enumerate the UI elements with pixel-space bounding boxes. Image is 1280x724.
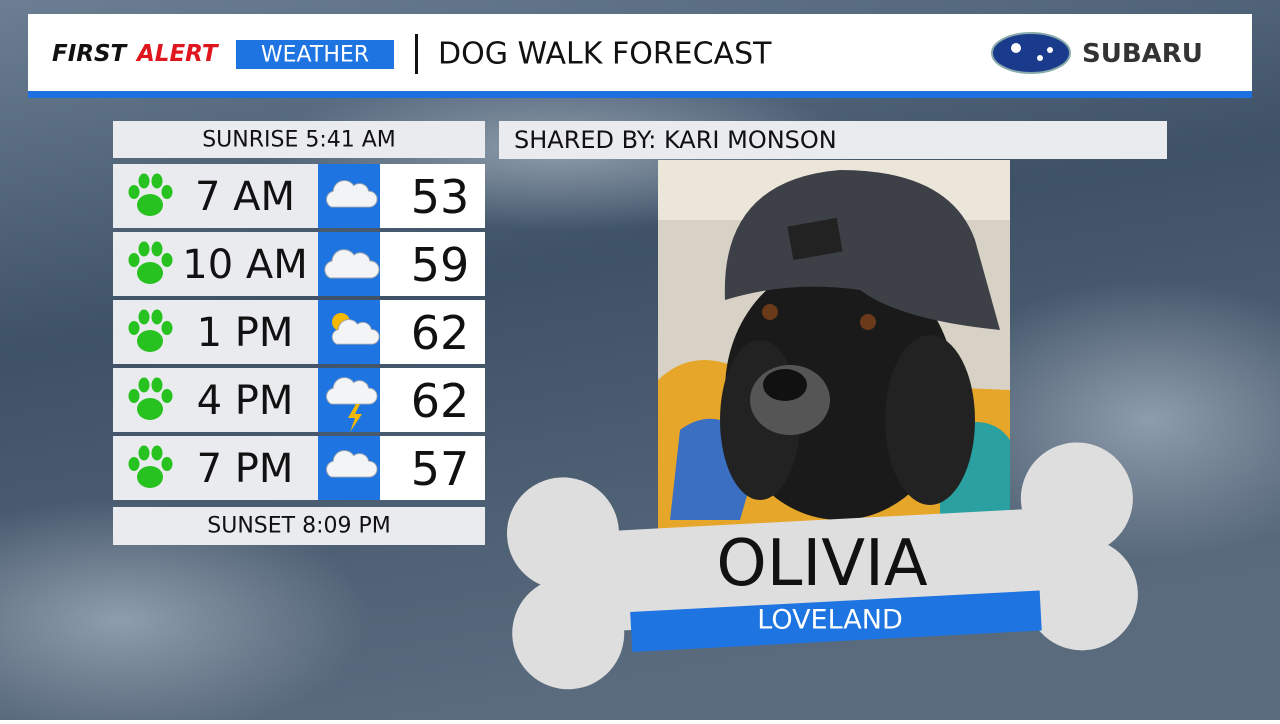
shared-by-bar	[499, 121, 1167, 159]
sponsor-logo-star	[1011, 43, 1021, 53]
name-bone	[506, 442, 1138, 690]
weather-icon-bolt	[348, 404, 362, 432]
temp-cell	[380, 368, 485, 432]
sponsor-logo-star	[1047, 47, 1053, 53]
cloud-texture	[0, 500, 370, 724]
sunrise: SUNRISE 5:41 AM	[202, 128, 396, 153]
shared-by: SHARED BY: KARI MONSON	[514, 126, 837, 154]
time-cell	[185, 300, 318, 364]
brand-first: FIRST	[52, 41, 129, 67]
brand-weather: WEATHER	[261, 43, 369, 68]
time: 10 AM	[182, 242, 308, 288]
time: 1 PM	[197, 310, 294, 356]
temperature: 62	[411, 374, 470, 428]
time: 4 PM	[197, 378, 294, 424]
temp-cell	[380, 436, 485, 500]
sunrise-bar	[113, 121, 485, 158]
sponsor-logo	[991, 32, 1071, 74]
dog-name: OLIVIA	[716, 527, 928, 601]
brand-weather-box	[236, 40, 394, 69]
time-cell	[185, 164, 318, 228]
temperature: 62	[411, 306, 470, 360]
time-cell	[185, 232, 318, 296]
sunset: SUNSET 8:09 PM	[207, 514, 390, 539]
cloud-texture	[930, 280, 1280, 560]
header-underline	[28, 91, 1252, 98]
sponsor-name: SUBARU	[1082, 39, 1203, 69]
temperature: 59	[411, 238, 470, 292]
sponsor-logo-star	[1037, 55, 1043, 61]
time-cell	[185, 436, 318, 500]
temperature: 53	[411, 170, 470, 224]
time: 7 AM	[195, 174, 295, 220]
time: 7 PM	[197, 446, 294, 492]
dog-photo	[658, 160, 1010, 535]
temp-cell	[380, 232, 485, 296]
header-title: DOG WALK FORECAST	[438, 37, 772, 72]
sunset-bar	[113, 507, 485, 545]
forecast-rows: 7 AM 53 10 AM 59 1 PM 62 4 PM 62 7 PM 57	[113, 164, 485, 500]
temperature: 57	[411, 442, 470, 496]
divider	[415, 34, 418, 74]
dog-location: LOVELAND	[757, 605, 903, 636]
temp-cell	[380, 300, 485, 364]
temp-cell	[380, 164, 485, 228]
brand-alert: ALERT	[135, 41, 220, 67]
time-cell	[185, 368, 318, 432]
